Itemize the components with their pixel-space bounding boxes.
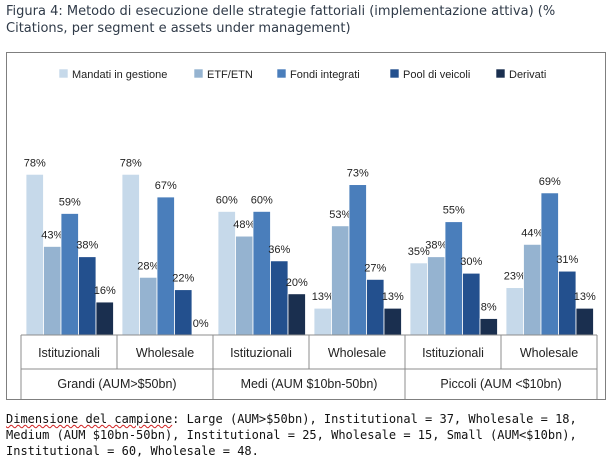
data-label-pool-di-veicoli-5: 30% — [460, 256, 482, 268]
data-label-etf-etn-6: 44% — [521, 227, 543, 239]
tick-label-6: Wholesale — [520, 346, 578, 360]
tick-label-5: Istituzionali — [422, 346, 484, 360]
bar-pool-di-veicoli-3 — [270, 260, 289, 336]
legend-swatch-pool-di-veicoli — [389, 68, 400, 79]
data-label-pool-di-veicoli-4: 27% — [364, 262, 386, 274]
bar-derivati-4 — [383, 307, 402, 336]
data-label-pool-di-veicoli-6: 31% — [556, 254, 578, 266]
legend-swatch-etf-etn — [193, 68, 204, 79]
bar-etf-etn-4 — [331, 225, 350, 336]
data-label-derivati-4: 13% — [382, 291, 404, 303]
data-label-derivati-6: 13% — [574, 291, 596, 303]
data-label-fondi-integrati-1: 59% — [59, 196, 81, 208]
data-label-pool-di-veicoli-1: 38% — [76, 240, 98, 252]
data-label-etf-etn-1: 43% — [41, 229, 63, 241]
legend-swatch-mandati-in-gestione — [58, 68, 69, 79]
legend-label-etf-etn: ETF/ETN — [207, 69, 253, 81]
group-label-1: Grandi (AUM>$50bn) — [57, 377, 176, 391]
legend-swatch-fondi-integrati — [276, 68, 287, 79]
figure-title: Figura 4: Metodo di esecuzione delle str… — [6, 4, 556, 36]
bar-mandati-in-gestione-2 — [121, 173, 140, 336]
bar-derivati-1 — [95, 301, 114, 336]
data-label-etf-etn-3: 48% — [233, 219, 255, 231]
group-label-2: Medi (AUM $10bn-50bn) — [241, 377, 378, 391]
group-label-3: Piccoli (AUM <$10bn) — [440, 377, 561, 391]
sample-size-note-lead: Dimensione del campione — [6, 412, 173, 426]
bar-etf-etn-6 — [523, 243, 542, 336]
bar-etf-etn-1 — [43, 246, 62, 336]
bar-fondi-integrati-2 — [156, 196, 175, 336]
bar-etf-etn-5 — [427, 256, 446, 336]
data-label-mandati-in-gestione-4: 13% — [312, 291, 334, 303]
data-label-derivati-1: 16% — [94, 285, 116, 297]
data-label-etf-etn-5: 38% — [425, 240, 447, 252]
data-label-mandati-in-gestione-3: 60% — [216, 194, 238, 206]
legend-label-mandati-in-gestione: Mandati in gestione — [72, 69, 167, 81]
bar-mandati-in-gestione-1 — [25, 173, 44, 336]
bar-mandati-in-gestione-4 — [313, 307, 332, 336]
sample-size-note: Dimensione del campione: Large (AUM>$50b… — [6, 411, 610, 459]
legend-swatch-derivati — [495, 68, 506, 79]
bar-fondi-integrati-1 — [60, 213, 79, 336]
bar-etf-etn-3 — [235, 235, 254, 336]
data-label-derivati-3: 20% — [286, 277, 308, 289]
data-label-derivati-5: 8% — [481, 302, 497, 314]
bar-pool-di-veicoli-2 — [174, 289, 193, 336]
data-label-etf-etn-4: 53% — [329, 209, 351, 221]
bar-fondi-integrati-4 — [348, 184, 367, 336]
data-label-mandati-in-gestione-6: 23% — [504, 271, 526, 283]
data-label-fondi-integrati-4: 73% — [347, 168, 369, 180]
bar-etf-etn-2 — [139, 276, 158, 336]
data-label-fondi-integrati-2: 67% — [155, 180, 177, 192]
bar-derivati-5 — [479, 318, 498, 336]
bar-fondi-integrati-5 — [444, 221, 463, 336]
bar-pool-di-veicoli-5 — [462, 272, 481, 336]
legend-label-derivati: Derivati — [509, 69, 546, 81]
bar-mandati-in-gestione-6 — [505, 287, 524, 336]
tick-label-1: Istituzionali — [38, 346, 100, 360]
tick-label-2: Wholesale — [136, 346, 194, 360]
sample-size-note-text: : Large (AUM>$50bn), Institutional = 37,… — [6, 412, 584, 458]
data-label-fondi-integrati-3: 60% — [251, 194, 273, 206]
bar-mandati-in-gestione-5 — [409, 262, 428, 336]
data-label-pool-di-veicoli-2: 22% — [172, 273, 194, 285]
chart-frame: Mandati in gestione ETF/ETN Fondi integrat… — [6, 52, 606, 400]
bar-derivati-3 — [287, 293, 306, 336]
data-label-mandati-in-gestione-1: 78% — [24, 157, 46, 169]
data-label-etf-etn-2: 28% — [137, 260, 159, 272]
legend-label-pool-di-veicoli: Pool di veicoli — [403, 69, 470, 81]
bar-derivati-6 — [575, 307, 594, 336]
bar-chart: Mandati in gestione ETF/ETN Fondi integrat… — [20, 68, 598, 399]
legend-label-fondi-integrati: Fondi integrati — [290, 69, 360, 81]
bar-fondi-integrati-3 — [252, 210, 271, 336]
data-label-pool-di-veicoli-3: 36% — [268, 244, 290, 256]
bar-pool-di-veicoli-4 — [366, 278, 385, 336]
data-label-fondi-integrati-5: 55% — [443, 205, 465, 217]
tick-label-3: Istituzionali — [230, 346, 292, 360]
data-label-fondi-integrati-6: 69% — [539, 176, 561, 188]
data-label-derivati-2: 0% — [193, 318, 209, 330]
data-label-mandati-in-gestione-5: 35% — [408, 246, 430, 258]
data-label-mandati-in-gestione-2: 78% — [120, 157, 142, 169]
tick-label-4: Wholesale — [328, 346, 386, 360]
